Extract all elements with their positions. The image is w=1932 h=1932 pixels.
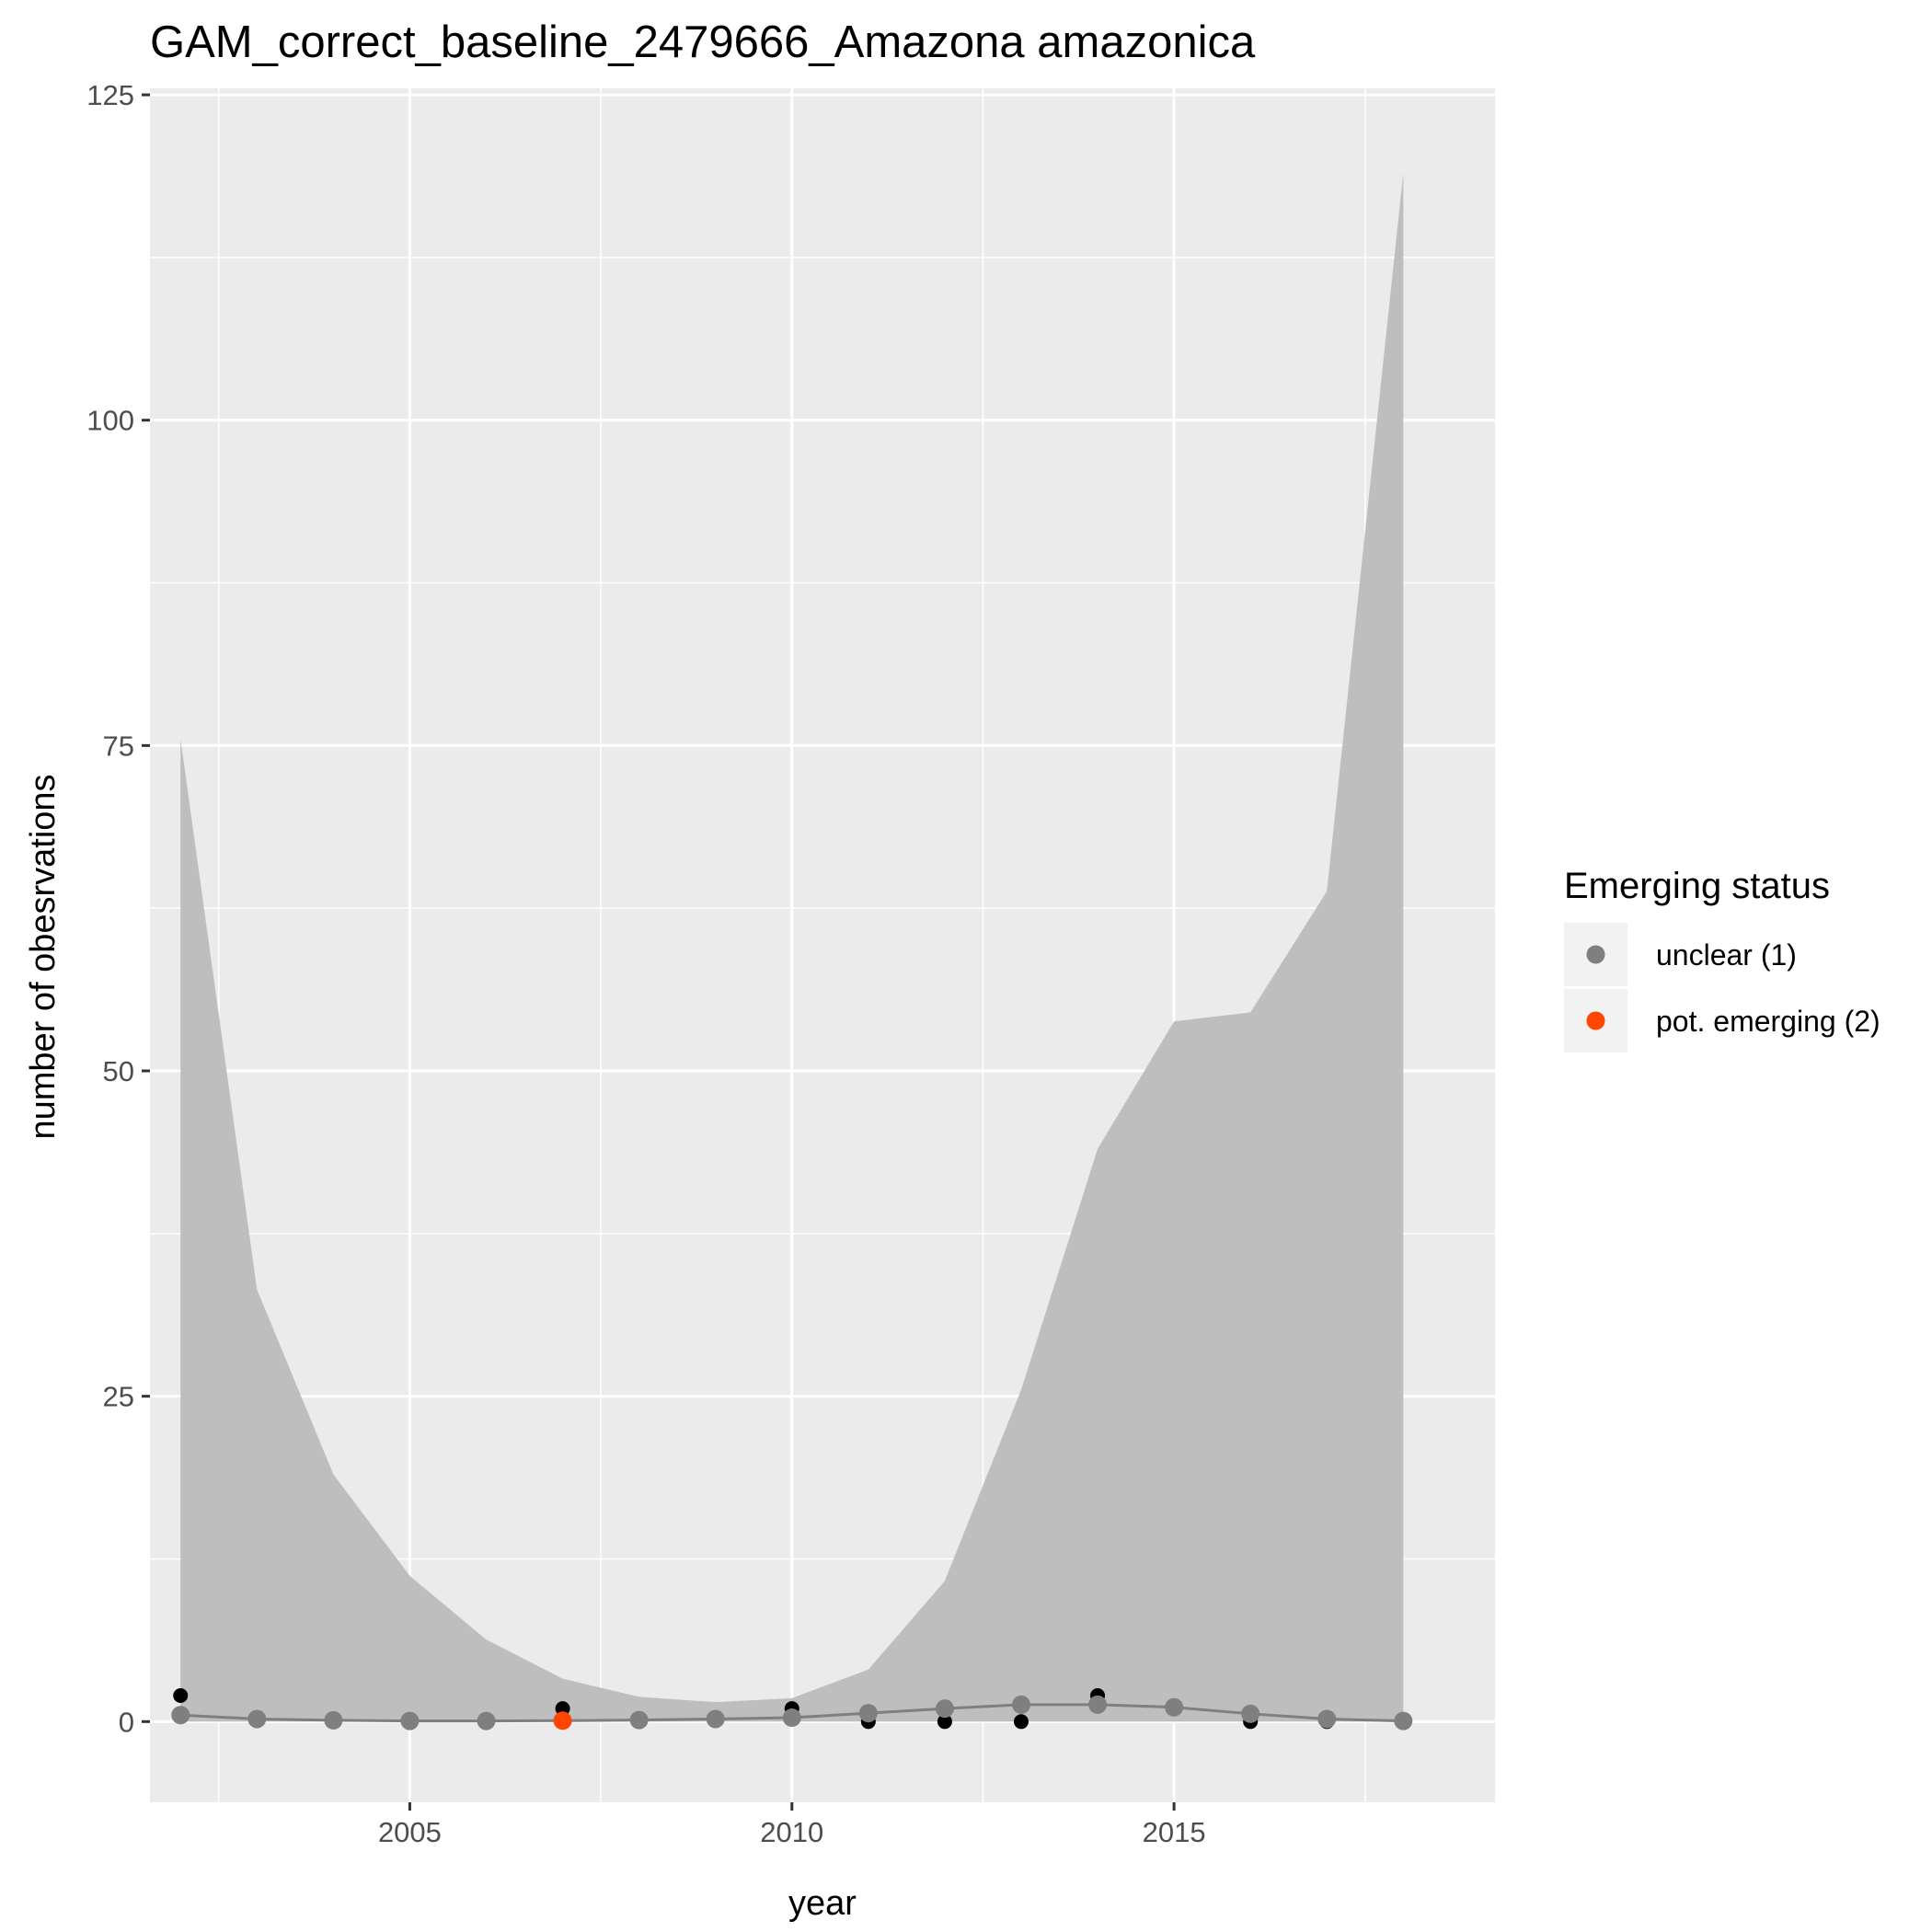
y-tick-label: 50 [103,1055,134,1087]
legend: Emerging status unclear (1) pot. emerging… [1564,866,1880,1052]
fit-point-unclear [1165,1697,1184,1717]
y-tick-label: 25 [103,1381,134,1413]
y-axis: 0 25 50 75 100 125 [86,79,150,1738]
fit-point-unclear [858,1704,878,1723]
x-tick-label: 2010 [760,1816,823,1848]
legend-label: unclear (1) [1656,938,1797,972]
fit-point-unclear [1394,1711,1413,1731]
y-tick-label: 75 [103,730,134,762]
fit-point-unclear [935,1699,954,1719]
fit-point-unclear [1011,1695,1030,1714]
legend-swatch [1586,1011,1605,1030]
confidence-ribbon [180,172,1404,1722]
fit-point-pot-emerging [553,1711,572,1731]
x-axis-label: year [788,1884,857,1923]
fit-point-unclear [1088,1695,1108,1714]
legend-swatch [1586,945,1605,964]
confidence-ribbon-layer [180,172,1404,1722]
fit-point-unclear [782,1708,801,1728]
fit-point-unclear [400,1711,420,1731]
grid-major [150,88,1495,1802]
y-tick-label: 125 [86,79,134,111]
observed-point [937,1714,952,1730]
observed-point [1013,1714,1029,1730]
x-axis: 2005 2010 2015 [378,1802,1206,1848]
fit-point-unclear [1317,1709,1337,1729]
fit-point-unclear [477,1711,496,1731]
legend-title: Emerging status [1564,866,1830,906]
legend-label: pot. emerging (2) [1656,1005,1880,1038]
x-tick-label: 2005 [378,1816,442,1848]
chart-title: GAM_correct_baseline_2479666_Amazona ama… [150,17,1256,67]
grid-minor [150,88,1495,1802]
fit-point-unclear [171,1706,190,1725]
fit-point-unclear [706,1709,725,1729]
y-tick-label: 100 [86,405,134,437]
legend-entries: unclear (1) pot. emerging (2) [1564,923,1880,1052]
fit-points-layer [171,1695,1413,1731]
fit-point-unclear [247,1709,267,1729]
y-axis-label: number of obesrvations [24,774,63,1139]
observed-point [173,1688,189,1704]
fit-point-unclear [629,1710,649,1730]
x-tick-label: 2015 [1143,1816,1206,1848]
y-tick-label: 0 [119,1706,134,1738]
fit-point-unclear [1241,1704,1260,1723]
fit-point-unclear [324,1710,343,1730]
